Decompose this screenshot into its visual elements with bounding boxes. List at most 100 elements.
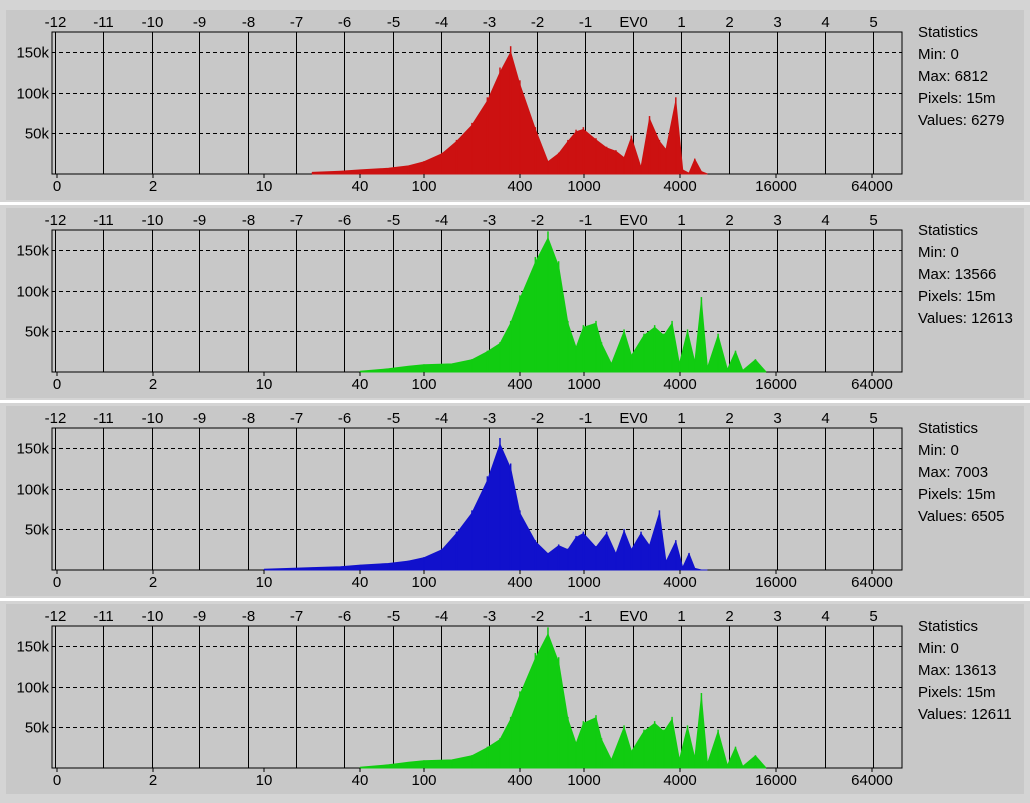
ev-tick-label: -3	[483, 608, 496, 625]
histogram-panel: -12 -11 -10 -9 -8 -7 -6 -5 -4 -3 -2 -1 EV0 1 2 3 4 5 150k 1…	[6, 10, 1024, 200]
y-tick-label: 100k	[16, 680, 49, 697]
plot-frame	[51, 229, 903, 373]
x-tick-label: 1000	[567, 772, 600, 789]
ev-tick-label: 1	[677, 14, 685, 31]
y-tick-label: 50k	[25, 126, 50, 143]
ev-tick-label: -5	[387, 212, 400, 229]
ev-tick-label: -5	[387, 608, 400, 625]
x-tick-label: 1000	[567, 574, 600, 591]
ev-tick-label: -7	[290, 608, 303, 625]
x-tick-label: 100	[411, 178, 436, 195]
x-tick-label: 100	[411, 772, 436, 789]
statistics-block: Statistics Min: 0 Max: 13566 Pixels: 15m Val…	[918, 220, 1013, 330]
ev-tick-label: -9	[193, 14, 206, 31]
x-tick-label: 0	[53, 772, 61, 789]
ev-tick-label: 2	[725, 608, 733, 625]
ev-tick-label: 3	[773, 410, 781, 427]
y-tick-label: 150k	[16, 639, 49, 656]
ev-tick-label: 5	[869, 212, 877, 229]
stats-min: Min: 0	[918, 46, 959, 63]
ev-tick-label: 5	[869, 410, 877, 427]
ev-tick-label: 4	[821, 410, 829, 427]
x-tick-label: 400	[507, 376, 532, 393]
ev-tick-label: -9	[193, 212, 206, 229]
x-tick-label: 2	[149, 574, 157, 591]
histogram-svg: -12 -11 -10 -9 -8 -7 -6 -5 -4 -3 -2 -1 EV0 1 2 3 4 5 150k 1…	[16, 410, 903, 591]
ev-tick-label: -11	[93, 410, 114, 427]
stats-values: Values: 12611	[918, 706, 1012, 723]
stats-max: Max: 6812	[918, 68, 989, 85]
ev-tick-label: EV0	[619, 14, 647, 31]
x-tick-label: 10	[256, 772, 273, 789]
ev-tick-label: 4	[821, 14, 829, 31]
x-tick-label: 0	[53, 376, 61, 393]
x-tick-label: 0	[53, 574, 61, 591]
x-tick-label: 64000	[851, 178, 893, 195]
ev-tick-label: EV0	[619, 212, 647, 229]
stats-max: Max: 13613	[918, 662, 997, 679]
ev-tick-label: -1	[579, 608, 592, 625]
stats-pixels: Pixels: 15m	[918, 684, 996, 701]
x-tick-label: 100	[411, 574, 436, 591]
x-tick-label: 400	[507, 574, 532, 591]
ev-tick-label: -7	[290, 410, 303, 427]
ev-tick-label: -7	[290, 212, 303, 229]
stats-values: Values: 6505	[918, 508, 1005, 525]
ev-tick-label: 1	[677, 212, 685, 229]
stats-min: Min: 0	[918, 640, 959, 657]
ev-tick-label: -12	[45, 14, 67, 31]
ev-tick-label: -12	[45, 608, 67, 625]
ev-tick-label: -11	[93, 14, 114, 31]
x-tick-label: 400	[507, 772, 532, 789]
stats-title: Statistics	[918, 420, 979, 437]
ev-tick-label: -7	[290, 14, 303, 31]
ev-tick-label: -6	[338, 212, 351, 229]
ev-tick-label: 1	[677, 410, 685, 427]
ev-tick-label: -1	[579, 212, 592, 229]
ev-tick-label: 3	[773, 608, 781, 625]
ev-tick-label: -5	[387, 410, 400, 427]
x-tick-label: 40	[352, 574, 369, 591]
ev-tick-label: -8	[242, 14, 255, 31]
ev-tick-label: 2	[725, 410, 733, 427]
stats-title: Statistics	[918, 24, 979, 41]
stats-pixels: Pixels: 15m	[918, 288, 996, 305]
histogram-area	[263, 442, 708, 571]
ev-tick-label: -1	[579, 14, 592, 31]
statistics-block: Statistics Min: 0 Max: 6812 Pixels: 15m Valu…	[918, 22, 1004, 132]
x-tick-label: 400	[507, 178, 532, 195]
histogram-panel: -12 -11 -10 -9 -8 -7 -6 -5 -4 -3 -2 -1 EV0 1 2 3 4 5 150k 1…	[6, 208, 1024, 398]
x-tick-label: 4000	[663, 178, 696, 195]
x-tick-label: 64000	[851, 772, 893, 789]
histogram-svg: -12 -11 -10 -9 -8 -7 -6 -5 -4 -3 -2 -1 EV0 1 2 3 4 5 150k 1…	[16, 14, 903, 195]
stats-pixels: Pixels: 15m	[918, 90, 996, 107]
histogram-panel: -12 -11 -10 -9 -8 -7 -6 -5 -4 -3 -2 -1 EV0 1 2 3 4 5 150k 1…	[6, 406, 1024, 596]
x-tick-label: 16000	[755, 178, 797, 195]
ev-tick-label: -4	[435, 608, 448, 625]
y-tick-label: 150k	[16, 45, 49, 62]
statistics-block: Statistics Min: 0 Max: 13613 Pixels: 15m Val…	[918, 616, 1012, 726]
ev-tick-label: -10	[142, 410, 164, 427]
ev-tick-label: -3	[483, 212, 496, 229]
x-tick-label: 40	[352, 772, 369, 789]
y-tick-label: 100k	[16, 482, 49, 499]
x-tick-label: 4000	[663, 574, 696, 591]
histogram-svg: -12 -11 -10 -9 -8 -7 -6 -5 -4 -3 -2 -1 EV0 1 2 3 4 5 150k 1…	[16, 212, 903, 393]
ev-tick-label: -9	[193, 608, 206, 625]
x-tick-label: 4000	[663, 772, 696, 789]
panel-separator	[0, 400, 1030, 403]
x-tick-label: 16000	[755, 772, 797, 789]
x-tick-label: 10	[256, 574, 273, 591]
ev-tick-label: -5	[387, 14, 400, 31]
stats-title: Statistics	[918, 618, 979, 635]
ev-tick-label: -8	[242, 410, 255, 427]
statistics-block: Statistics Min: 0 Max: 7003 Pixels: 15m Valu…	[918, 418, 1004, 528]
x-tick-label: 2	[149, 376, 157, 393]
x-tick-label: 16000	[755, 574, 797, 591]
x-tick-label: 40	[352, 376, 369, 393]
ev-tick-label: -10	[142, 14, 164, 31]
ev-tick-label: -3	[483, 14, 496, 31]
y-tick-label: 50k	[25, 324, 50, 341]
stats-max: Max: 13566	[918, 266, 997, 283]
y-tick-label: 50k	[25, 522, 50, 539]
